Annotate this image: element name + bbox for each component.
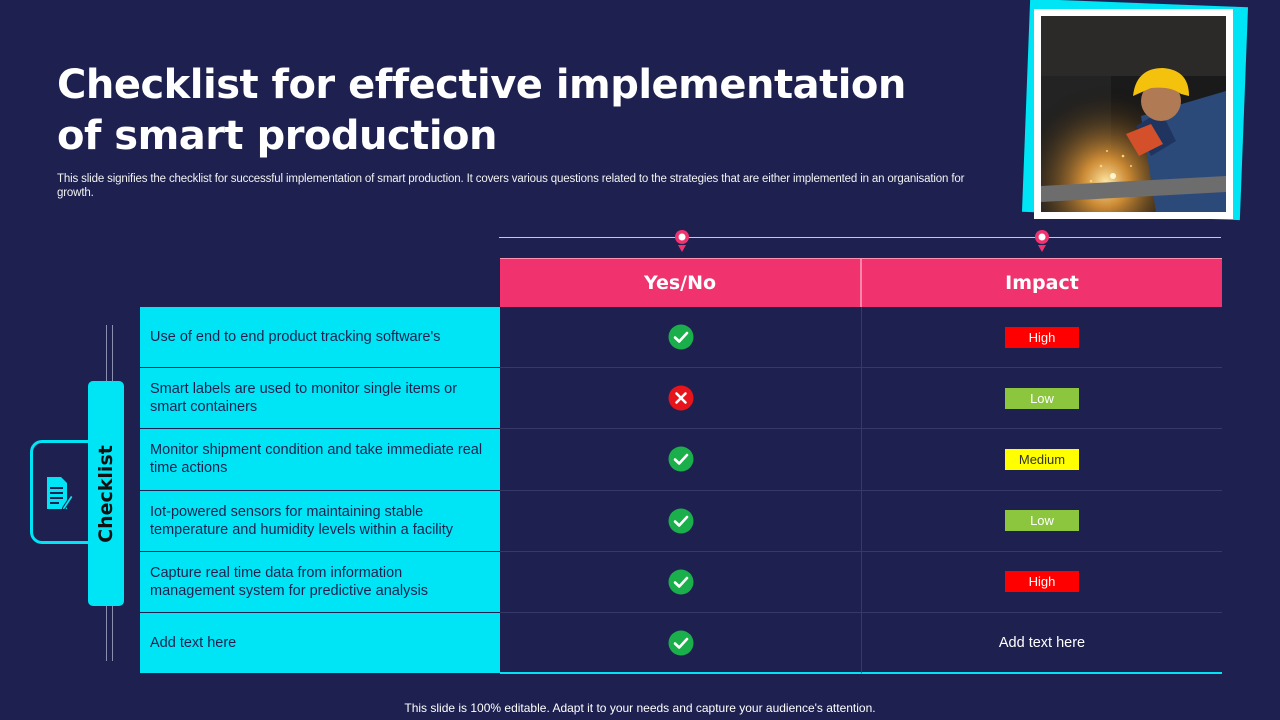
- checklist-tab: Checklist: [88, 381, 124, 606]
- footer-note: This slide is 100% editable. Adapt it to…: [404, 701, 876, 715]
- checklist-question: Iot-powered sensors for maintaining stab…: [140, 490, 500, 552]
- checklist-question: Monitor shipment condition and take imme…: [140, 429, 500, 491]
- impact-badge: Medium: [1005, 448, 1079, 470]
- checklist-table: Use of end to end product tracking softw…: [140, 307, 1222, 675]
- impact-cell: Low: [861, 490, 1222, 552]
- location-pin-icon: [675, 230, 689, 252]
- status-cell: [500, 368, 861, 430]
- table-row: Add text here Add text here: [140, 612, 1222, 675]
- impact-badge: High: [1005, 326, 1079, 348]
- table-row: Use of end to end product tracking softw…: [140, 307, 1222, 369]
- checklist-label: Checklist: [95, 444, 117, 543]
- status-cell: [500, 491, 861, 552]
- table-row: Iot-powered sensors for maintaining stab…: [140, 490, 1222, 552]
- check-circle-icon: [668, 324, 694, 350]
- check-circle-icon: [668, 446, 694, 472]
- checklist-question: Add text here: [140, 612, 500, 675]
- table-row: Smart labels are used to monitor single …: [140, 368, 1222, 430]
- table-row: Capture real time data from information …: [140, 551, 1222, 613]
- table-row: Monitor shipment condition and take imme…: [140, 429, 1222, 491]
- checklist-icon-bracket: [30, 440, 92, 544]
- header-impact: Impact: [860, 259, 1222, 307]
- impact-cell: Add text here: [861, 612, 1222, 675]
- slide-subtitle: This slide signifies the checklist for s…: [57, 173, 965, 199]
- status-cell: [500, 429, 861, 491]
- slide-title: Checklist for effective implementation o…: [57, 62, 906, 159]
- impact-cell: High: [861, 551, 1222, 613]
- header-yes-no: Yes/No: [643, 272, 717, 294]
- impact-badge: Low: [1005, 387, 1079, 409]
- impact-badge: High: [1005, 571, 1079, 593]
- document-edit-icon: [47, 477, 73, 511]
- check-circle-icon: [668, 508, 694, 534]
- worker-photo: [1034, 9, 1233, 219]
- checklist-question: Smart labels are used to monitor single …: [140, 368, 500, 430]
- status-cell: [500, 307, 861, 369]
- impact-text: Add text here: [998, 634, 1086, 651]
- location-pin-icon: [1035, 230, 1049, 252]
- impact-cell: High: [861, 307, 1222, 369]
- check-circle-icon: [668, 569, 694, 595]
- x-circle-icon: [668, 385, 694, 411]
- impact-badge: Low: [1005, 510, 1079, 532]
- status-cell: [500, 552, 861, 613]
- checklist-question: Capture real time data from information …: [140, 551, 500, 613]
- impact-cell: Low: [861, 368, 1222, 430]
- checklist-question: Use of end to end product tracking softw…: [140, 307, 500, 369]
- header-divider: [499, 237, 1221, 238]
- status-cell: [500, 613, 861, 675]
- impact-cell: Medium: [861, 429, 1222, 491]
- table-header: Yes/No Impact: [500, 258, 1222, 307]
- check-circle-icon: [668, 630, 694, 656]
